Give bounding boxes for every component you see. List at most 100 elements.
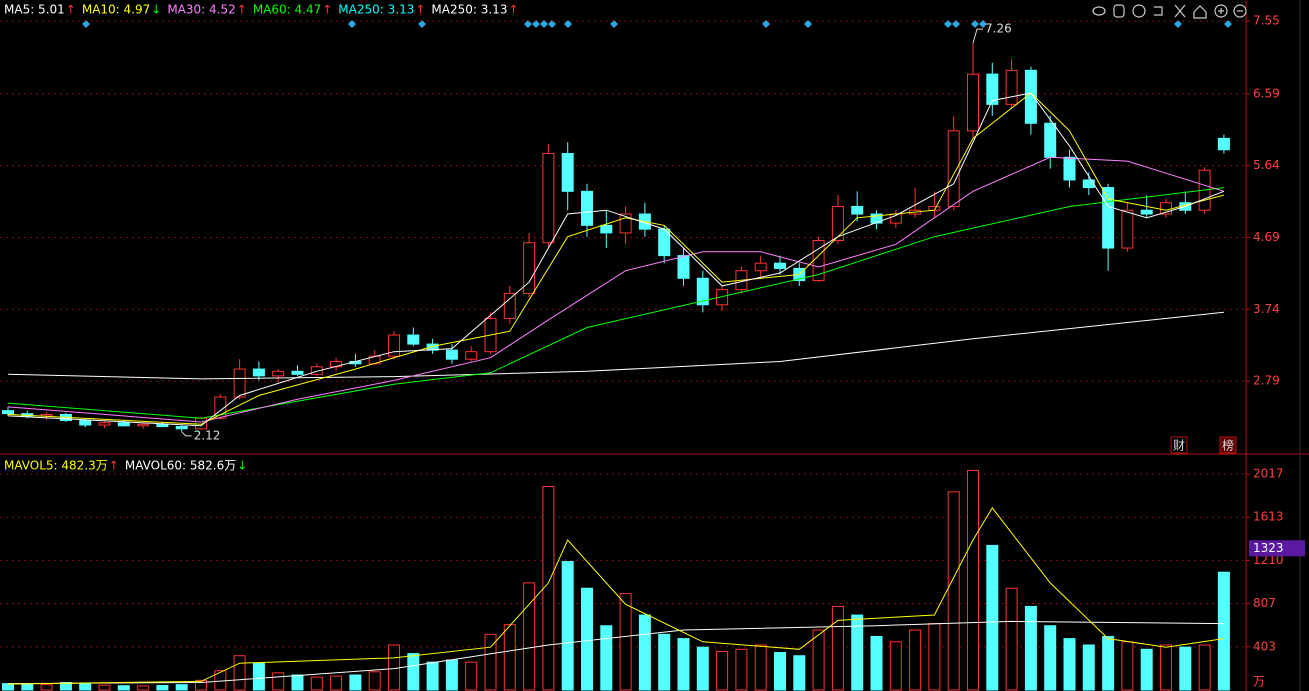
candle-body [445,349,458,360]
candle-body [407,334,420,345]
panel-button[interactable] [1219,436,1237,454]
legend-label: MAVOL60: 582.6万 [125,459,236,473]
volume-bar [581,587,593,691]
volume-bar [870,635,883,691]
legend-arrow: ↑ [109,459,119,473]
panel-button-label[interactable]: 榜 [1222,438,1234,453]
volume-bar [21,683,34,691]
candle-body [1005,69,1018,105]
cut-icon[interactable] [1174,4,1186,18]
legend-label: MA60: 4.47 [253,3,321,17]
volume-bar [812,629,825,691]
candle-body [388,334,400,357]
volume-bar [947,491,960,691]
volume-bar [1121,641,1134,691]
legend-arrow: ↓ [151,3,161,17]
panel-button-label[interactable]: 财 [1173,439,1185,453]
volume-bar [638,614,651,691]
volume-bar [1024,605,1037,691]
annotation-label: 2.12 [194,428,221,442]
play-icon[interactable] [1132,4,1146,18]
ma-line [7,507,1224,685]
event-marker [564,20,572,28]
annotation-leader [972,28,983,44]
volume-bar [98,684,111,691]
candle-body [156,423,169,428]
home-icon[interactable] [1193,5,1207,19]
y-tick-label: 5.64 [1253,158,1280,172]
annotation-leader [181,431,192,437]
volume-bar [754,644,767,691]
event-marker [1174,20,1182,28]
event-marker [944,20,952,28]
legend-arrow: ↑ [237,3,247,17]
legend-label: MA10: 4.97 [82,3,150,17]
current-value-box [1249,540,1305,557]
candle-body [600,224,613,234]
ma-line [7,92,1225,425]
zoom-in-icon[interactable] [1214,4,1228,18]
volume-bar [523,582,536,691]
event-marker [762,20,770,28]
legend-label: MAVOL5: 482.3万 [4,459,108,473]
y-tick-label: 403 [1253,639,1276,653]
volume-bar [272,672,285,691]
volume-bar [195,679,207,691]
ma-line [7,156,1225,423]
event-marker [418,20,426,28]
volume-bar [310,676,323,691]
volume-bar [252,662,265,691]
candle-body [1121,209,1134,249]
candle-body [503,292,516,319]
volume-bar [696,646,709,691]
candle-body [851,205,864,215]
candle-body [195,417,207,430]
y-tick-label: 2017 [1253,466,1284,480]
volume-bar [1160,644,1172,691]
volume-bar [1179,646,1192,691]
candle-body [1082,179,1095,189]
legend-arrow: ↑ [66,3,76,17]
event-marker [979,20,987,28]
volume-bar [503,624,516,691]
candle-body [137,423,150,427]
volume-bar [1005,587,1018,691]
undo-icon[interactable] [1154,6,1163,16]
eye-icon[interactable] [1092,6,1106,16]
candle-body [754,262,767,272]
candle-body [175,426,188,430]
volume-bar [986,544,999,691]
y-tick-label: 6.59 [1253,86,1280,100]
current-value-label: 1323 [1253,541,1284,555]
volume-bar [137,685,150,691]
event-marker [532,20,540,28]
volume-bar [909,629,922,691]
candle-body [1063,156,1076,181]
event-marker [1224,20,1232,28]
candle-body [716,289,729,306]
toolbar [1092,4,1247,19]
volume-bar [233,655,246,691]
volume-bar [1102,635,1115,691]
y-tick-label: 7.55 [1253,14,1280,28]
y-tick-label: 3.74 [1253,302,1280,316]
event-marker [610,20,618,28]
candle-body [1217,137,1230,151]
zoom-out-icon[interactable] [1233,4,1247,18]
candle-body [233,368,246,398]
ma-line [7,92,1225,427]
hand-icon[interactable] [1113,4,1125,18]
event-marker [804,20,812,28]
y-tick-label: 807 [1253,596,1276,610]
volume-bar [774,652,786,691]
legend-label: MA5: 5.01 [4,3,65,17]
candle-body [252,368,265,377]
volume-bar [349,674,362,691]
volume-bar [561,560,574,691]
candle-body [465,351,478,360]
volume-bar [793,655,806,691]
volume-bar [658,633,671,691]
volume-bar [619,593,632,691]
panel-button[interactable] [1170,436,1188,454]
annotation-label: 7.26 [985,22,1012,36]
